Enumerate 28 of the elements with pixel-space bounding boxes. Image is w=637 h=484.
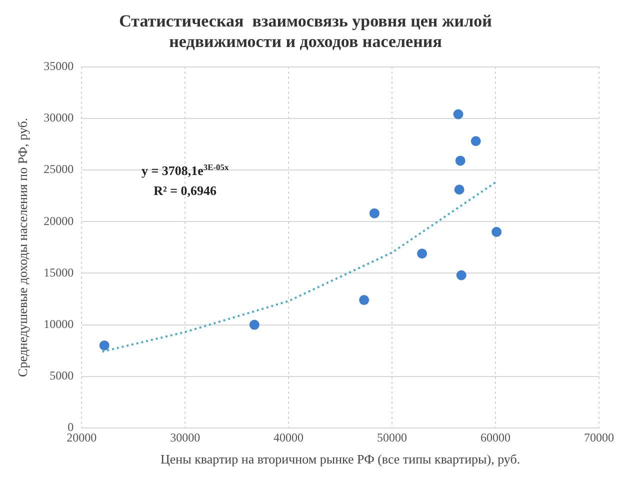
- chart-title: Статистическая взаимосвязь уровня цен жилой недвижимости и доходов населения: [119, 12, 492, 51]
- line-series: [101, 181, 497, 353]
- x-tick-label: 30000: [170, 430, 200, 444]
- point: [417, 248, 428, 259]
- y-axis-title: Среднедушевые доходы населения по РФ, руб.: [15, 118, 30, 377]
- point: [359, 295, 370, 306]
- y-tick-label: 30000: [44, 110, 74, 125]
- annotation: R² = 0,6946: [154, 183, 218, 198]
- point: [492, 226, 502, 237]
- point: [453, 109, 464, 120]
- point: [99, 340, 110, 350]
- point: [249, 320, 260, 330]
- point: [454, 184, 464, 195]
- point: [470, 136, 481, 146]
- y-tick-label: 15000: [44, 265, 74, 280]
- point: [369, 208, 380, 218]
- y-tick-label: 25000: [44, 162, 74, 176]
- point: [455, 156, 466, 166]
- y-tick-label: 5000: [50, 368, 74, 383]
- y-tick-label: 35000: [44, 58, 74, 73]
- x-axis-title: Цены квартир на вторичном рынке РФ (все типы квартиры), руб.: [160, 452, 520, 467]
- x-tick-label: 40000: [274, 430, 304, 444]
- x-tick-label: 60000: [480, 430, 511, 444]
- point: [456, 270, 466, 280]
- x-tick-label: 50000: [377, 430, 408, 444]
- y-tick-label: 20000: [44, 214, 74, 228]
- x-tick-label: 70000: [584, 430, 614, 444]
- y-tick-label: 10000: [44, 316, 74, 331]
